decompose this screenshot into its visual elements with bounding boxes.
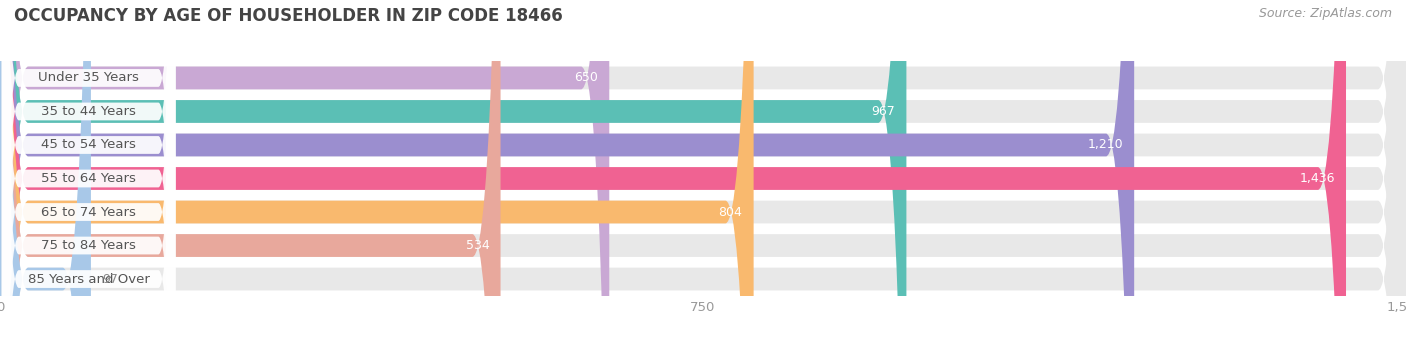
FancyBboxPatch shape <box>0 0 907 340</box>
Text: 650: 650 <box>574 71 598 84</box>
Text: 35 to 44 Years: 35 to 44 Years <box>41 105 136 118</box>
Text: 65 to 74 Years: 65 to 74 Years <box>41 205 136 219</box>
Text: 45 to 54 Years: 45 to 54 Years <box>41 138 136 152</box>
FancyBboxPatch shape <box>1 0 176 340</box>
Text: 55 to 64 Years: 55 to 64 Years <box>41 172 136 185</box>
FancyBboxPatch shape <box>0 0 91 340</box>
Text: 804: 804 <box>718 205 742 219</box>
FancyBboxPatch shape <box>1 0 176 340</box>
FancyBboxPatch shape <box>0 0 501 340</box>
Text: Under 35 Years: Under 35 Years <box>38 71 139 84</box>
FancyBboxPatch shape <box>1 0 176 340</box>
Text: 1,436: 1,436 <box>1299 172 1334 185</box>
Text: OCCUPANCY BY AGE OF HOUSEHOLDER IN ZIP CODE 18466: OCCUPANCY BY AGE OF HOUSEHOLDER IN ZIP C… <box>14 7 562 25</box>
FancyBboxPatch shape <box>0 0 1135 340</box>
FancyBboxPatch shape <box>1 0 176 340</box>
FancyBboxPatch shape <box>1 0 176 340</box>
Text: 1,210: 1,210 <box>1087 138 1123 152</box>
Text: 967: 967 <box>872 105 896 118</box>
FancyBboxPatch shape <box>1 0 176 340</box>
FancyBboxPatch shape <box>0 0 609 340</box>
Text: 534: 534 <box>465 239 489 252</box>
FancyBboxPatch shape <box>1 0 176 340</box>
Text: Source: ZipAtlas.com: Source: ZipAtlas.com <box>1258 7 1392 20</box>
Text: 75 to 84 Years: 75 to 84 Years <box>41 239 136 252</box>
FancyBboxPatch shape <box>0 0 1346 340</box>
FancyBboxPatch shape <box>0 0 754 340</box>
Text: 97: 97 <box>103 273 118 286</box>
Text: 85 Years and Over: 85 Years and Over <box>28 273 149 286</box>
